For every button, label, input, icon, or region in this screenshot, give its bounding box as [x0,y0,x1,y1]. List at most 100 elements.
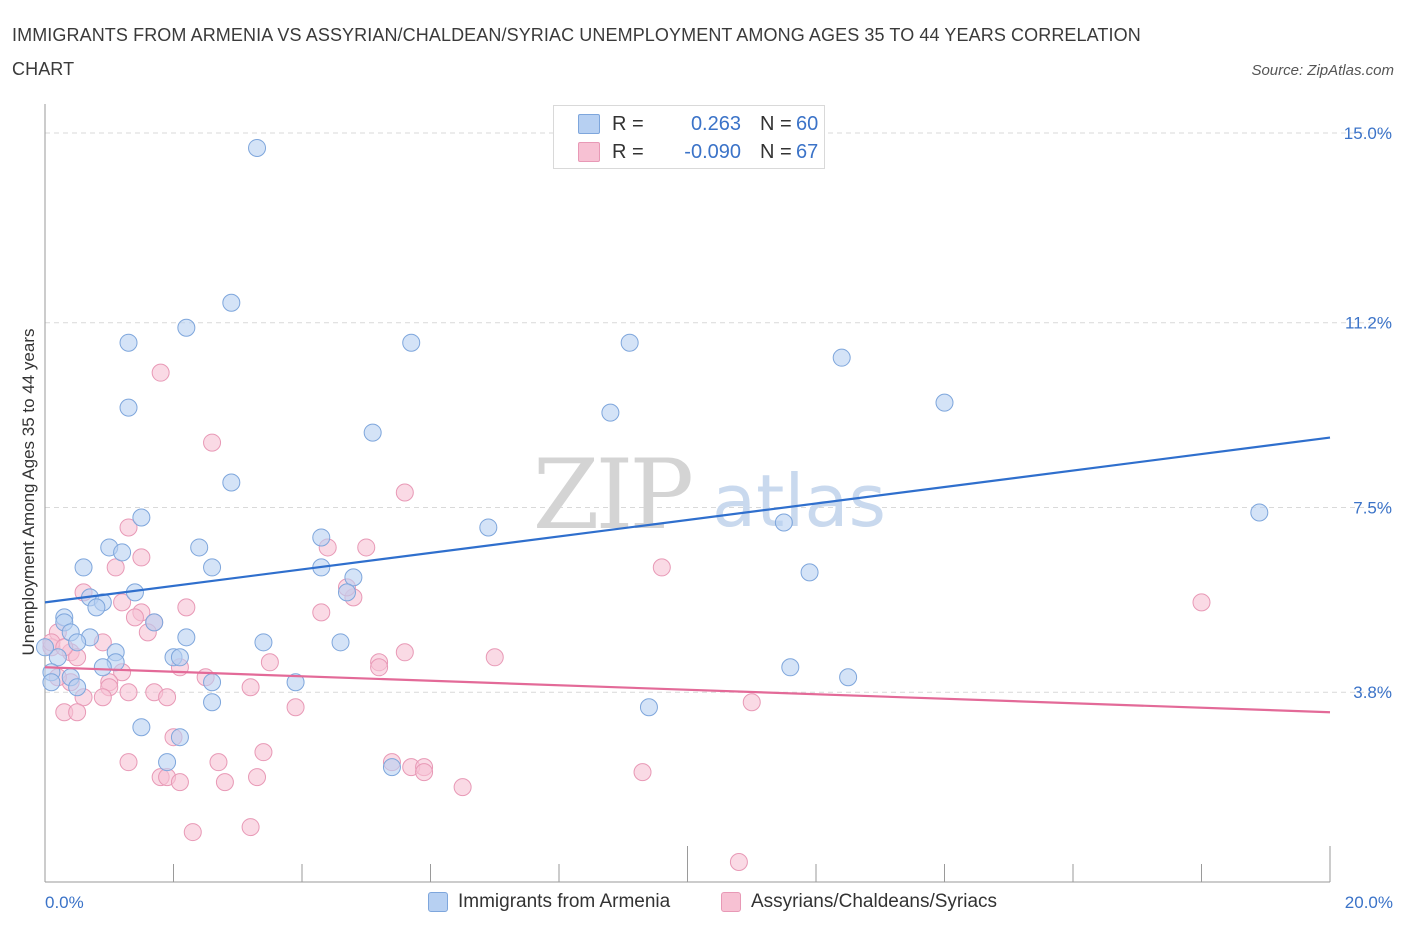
armenia-point [781,658,800,677]
assyrian-point [742,693,761,712]
armenia-point [312,528,331,547]
armenia-point [170,648,189,667]
y-tick-label: 11.2% [1345,314,1392,333]
assyrian-point [68,703,87,722]
armenia-trend-line [44,436,1331,604]
n-value-assyrian: 67 [796,141,819,163]
assyrian-legend-label: Assyrians/Chaldeans/Syriacs [751,891,998,912]
assyrian-point [286,698,305,717]
chart-title: IMMIGRANTS FROM ARMENIA VS ASSYRIAN/CHAL… [12,25,1141,79]
assyrian-point [395,483,414,502]
n-value-armenia: 60 [796,113,819,135]
assyrian-point [113,593,132,612]
armenia-point [177,318,196,337]
assyrian-point [93,688,112,707]
assyrian-point [357,538,376,557]
armenia-point [158,753,177,772]
assyrian-trend-line [44,666,1331,714]
gridlines [45,132,1390,693]
armenia-point [402,333,421,352]
assyrian-point [312,603,331,622]
armenia-point [203,673,222,692]
assyrian-point [652,558,671,577]
armenia-point [935,393,954,412]
armenia-point [254,633,273,652]
assyrian-point [415,763,434,782]
r-value-armenia: 0.263 [690,113,741,135]
armenia-point [601,403,620,422]
x-tick-label: 20.0% [1345,893,1393,912]
stats-legend: R = 0.263 N = 60 R = -0.090 N = 67 [553,105,825,169]
armenia-point [382,758,401,777]
axes [44,104,1331,883]
armenia-point [620,333,639,352]
assyrian-point [119,518,138,537]
armenia-point [639,698,658,717]
watermark-zip: ZIP [533,439,692,551]
armenia-point [74,558,93,577]
assyrian-point [254,743,273,762]
armenia-point [68,633,87,652]
armenia-point [1250,503,1269,522]
armenia-point [48,648,67,667]
armenia-point [93,658,112,677]
assyrian-point [1192,593,1211,612]
x-tick-label: 0.0% [45,893,84,912]
armenia-swatch [578,114,600,134]
armenia-point [337,583,356,602]
armenia-point [363,423,382,442]
assyrian-point [241,678,260,697]
assyrian-point [151,363,170,382]
r-label: R = [612,113,644,135]
watermark-atlas: atlas [712,459,886,543]
assyrian-point [183,823,202,842]
armenia-point [774,513,793,532]
axis-labels: 3.8% 7.5% 11.2% 15.0% 0.0% 20.0% Unemployment … [19,124,1393,912]
armenia-point [248,138,267,157]
armenia-point [119,333,138,352]
assyrian-point [119,753,138,772]
assyrian-point [241,818,260,837]
assyrian-point [729,853,748,872]
assyrian-point [209,753,228,772]
assyrian-swatch [578,142,600,162]
assyrian-point [158,688,177,707]
armenia-point [203,558,222,577]
armenia-point [132,718,151,737]
armenia-point [170,728,189,747]
armenia-point [132,508,151,527]
r-label: R = [612,141,644,163]
assyrian-point [395,643,414,662]
assyrian-legend-swatch [721,892,741,912]
armenia-point [479,518,498,537]
y-tick-label: 7.5% [1353,498,1392,517]
source-label: Source: ZipAtlas.com [1251,62,1394,79]
armenia-point [190,538,209,557]
y-tick-label: 15.0% [1344,124,1392,143]
armenia-point [42,673,61,692]
n-label: N = [760,141,792,163]
watermark: ZIP atlas [533,439,886,551]
armenia-point [222,293,241,312]
armenia-point [800,563,819,582]
armenia-point [87,598,106,617]
armenia-point [113,543,132,562]
armenia-legend-label: Immigrants from Armenia [458,891,671,912]
armenia-point [222,473,241,492]
r-value-assyrian: -0.090 [684,141,741,163]
armenia-point [344,568,363,587]
armenia-point [36,638,54,657]
armenia-point [286,673,305,692]
armenia-point [177,628,196,647]
armenia-point [203,693,222,712]
armenia-point [145,613,164,632]
assyrian-point [170,773,189,792]
armenia-legend-swatch [428,892,448,912]
armenia-point [331,633,350,652]
assyrian-point [248,768,267,787]
assyrian-point [215,773,234,792]
y-axis-title: Unemployment Among Ages 35 to 44 years [19,329,38,656]
n-label: N = [760,113,792,135]
armenia-point [839,668,858,687]
